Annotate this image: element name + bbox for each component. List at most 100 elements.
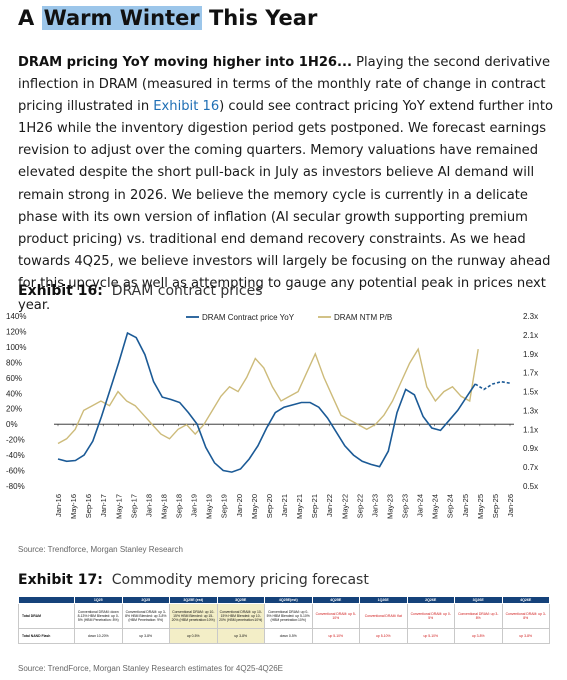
table-header-cell: 1Q26E: [359, 596, 408, 604]
x-axis-tick-label: Sep-18: [175, 494, 184, 518]
x-axis-tick-label: Jan-25: [461, 494, 470, 517]
left-axis-tick-label: 40%: [6, 389, 22, 398]
left-axis-tick-label: 20%: [6, 405, 22, 414]
table-header-cell: [18, 596, 75, 604]
x-axis-tick-label: Jan-26: [506, 494, 515, 517]
dram-contract-price-yoy-forecast-line: [474, 380, 511, 391]
x-axis-tick-label: Jan-17: [99, 494, 108, 517]
table-cell: up 0-5%: [169, 628, 218, 644]
legend-label-ntm-pb: DRAM NTM P/B: [334, 313, 392, 322]
left-axis-tick-label: 140%: [6, 312, 26, 321]
dram-ntm-pb-line: [57, 347, 479, 445]
table-cell: Conventional DRAM: up 5-10%: [311, 603, 360, 629]
table-header-cell: 4Q25E(est): [264, 596, 313, 604]
table-cell: Conventional DRAM: up 3-8% HBM Blended: …: [121, 603, 170, 629]
right-axis-tick-label: 2.1x: [523, 331, 538, 340]
table-cell: Conventional DRAM: up 10-15% HBM Blended…: [216, 603, 265, 629]
table-cell: Conventional DRAM: up 3-8%: [454, 603, 503, 629]
dram-contract-price-chart: 140% 120% 100% 80% 60% 40% 20% 0% -20% -40% -60% -8…: [6, 312, 538, 519]
table-cell: Conventional DRAM: up 0-5%: [406, 603, 455, 629]
table-row: Total DRAM Conventional DRAM: down 8-13% …: [18, 603, 550, 629]
exhibit-16-heading: Exhibit 16: DRAM contract prices: [18, 283, 263, 299]
table-cell: up 3-8%: [501, 628, 550, 644]
x-axis-tick-label: May-23: [385, 494, 394, 519]
left-axis-tick-label: -60%: [6, 467, 25, 476]
left-axis-tick-label: 120%: [6, 327, 26, 336]
x-axis-tick-label: Jan-24: [416, 494, 425, 517]
table-row-label: Total NAND Flash: [18, 628, 75, 644]
right-axis-tick-label: 1.1x: [523, 425, 538, 434]
table-header-cell: 1Q25: [74, 596, 123, 604]
paragraph-lead: DRAM pricing YoY moving higher into 1H26…: [18, 55, 352, 70]
table-cell: up 3-8%: [454, 628, 503, 644]
x-axis-tick-label: May-19: [205, 494, 214, 519]
table-cell: down 10-20%: [74, 628, 123, 644]
x-axis-tick-label: May-22: [340, 494, 349, 519]
x-axis-tick-label: May-18: [159, 494, 168, 519]
x-axis-tick-label: Jan-19: [190, 494, 199, 517]
x-axis-tick-label: May-21: [295, 494, 304, 519]
left-axis-tick-label: 80%: [6, 358, 22, 367]
x-axis-tick-label: Sep-19: [220, 494, 229, 518]
legend-label-contract-price: DRAM Contract price YoY: [202, 313, 295, 322]
table-row: Total NAND Flash down 10-20% up 3-8% up 0-5…: [18, 628, 550, 644]
right-axis-tick-label: 0.9x: [523, 444, 538, 453]
forecast-table: 1Q25 2Q25 3Q25E (est) 3Q25E 4Q25E(est) 4Q25E 1…: [18, 596, 550, 644]
x-axis-tick-label: Jan-21: [280, 494, 289, 517]
left-axis-tick-label: -20%: [6, 436, 25, 445]
x-axis-tick-label: May-24: [431, 494, 440, 519]
table-header-cell: 3Q26E: [454, 596, 503, 604]
x-axis-tick-label: Jan-20: [235, 494, 244, 517]
exhibit-16-link[interactable]: Exhibit 16: [153, 99, 220, 115]
table-cell: Conventional DRAM: up 0-5% HBM Blended: …: [264, 603, 313, 629]
title-highlight[interactable]: Warm Winter: [41, 6, 202, 30]
right-axis-tick-label: 2.3x: [523, 312, 538, 321]
table-header-cell: 4Q25E: [311, 596, 360, 604]
x-axis-tick-label: May-16: [69, 494, 78, 519]
table-cell: up 5-10%: [359, 628, 408, 644]
exhibit-17-source: Source: TrendForce, Morgan Stanley Resea…: [18, 664, 284, 673]
page-title: A Warm Winter This Year: [18, 6, 318, 30]
table-cell: Conventional DRAM: up 3-8%: [501, 603, 550, 629]
table-cell: up 3-8%: [216, 628, 265, 644]
right-axis-tick-label: 1.5x: [523, 388, 538, 397]
x-axis-tick-label: Sep-20: [265, 494, 274, 518]
table-header-cell: 3Q25E: [216, 596, 265, 604]
x-axis-tick-label: Sep-21: [310, 494, 319, 518]
table-header-cell: 3Q25E (est): [169, 596, 218, 604]
x-axis-tick-label: Sep-17: [129, 494, 138, 518]
table-header-cell: 2Q26E: [406, 596, 455, 604]
table-cell: Conventional DRAM: flat: [359, 603, 408, 629]
table-cell: up 5-10%: [311, 628, 360, 644]
right-axis-tick-label: 0.7x: [523, 463, 538, 472]
left-axis-tick-label: 0%: [6, 420, 18, 429]
right-axis-tick-label: 1.9x: [523, 350, 538, 359]
x-axis-tick-label: Sep-16: [84, 494, 93, 518]
x-axis-tick-label: Sep-24: [446, 494, 455, 518]
x-axis-tick-label: May-17: [114, 494, 123, 519]
exhibit-16-source: Source: Trendforce, Morgan Stanley Resea…: [18, 545, 183, 554]
right-axis-tick-label: 0.5x: [523, 482, 538, 491]
table-cell: Conventional DRAM: up 10-15% HBM Blended…: [169, 603, 218, 629]
table-header-cell: 4Q26E: [501, 596, 550, 604]
right-axis-tick-label: 1.3x: [523, 406, 538, 415]
x-axis-tick-label: Sep-23: [401, 494, 410, 518]
left-axis-tick-label: 100%: [6, 343, 26, 352]
right-axis-tick-label: 1.7x: [523, 369, 538, 378]
x-axis-tick-label: Sep-25: [491, 494, 500, 518]
table-cell: up 3-8%: [121, 628, 170, 644]
x-axis-tick-label: Jan-23: [370, 494, 379, 517]
x-axis-tick-label: Jan-22: [325, 494, 334, 517]
dram-contract-price-yoy-line: [57, 331, 476, 473]
forecast-table-header: 1Q25 2Q25 3Q25E (est) 3Q25E 4Q25E(est) 4Q25E 1…: [18, 596, 550, 604]
x-axis-tick-label: May-20: [250, 494, 259, 519]
x-axis-tick-label: Jan-18: [144, 494, 153, 517]
table-row-label: Total DRAM: [18, 603, 75, 629]
x-axis-tick-label: Jan-16: [54, 494, 63, 517]
x-axis-tick-label: May-25: [476, 494, 485, 519]
left-axis-tick-label: -40%: [6, 451, 25, 460]
table-header-cell: 2Q25: [121, 596, 170, 604]
forecast-table-wrap: 1Q25 2Q25 3Q25E (est) 3Q25E 4Q25E(est) 4Q25E 1…: [18, 596, 550, 644]
left-axis-tick-label: 60%: [6, 374, 22, 383]
